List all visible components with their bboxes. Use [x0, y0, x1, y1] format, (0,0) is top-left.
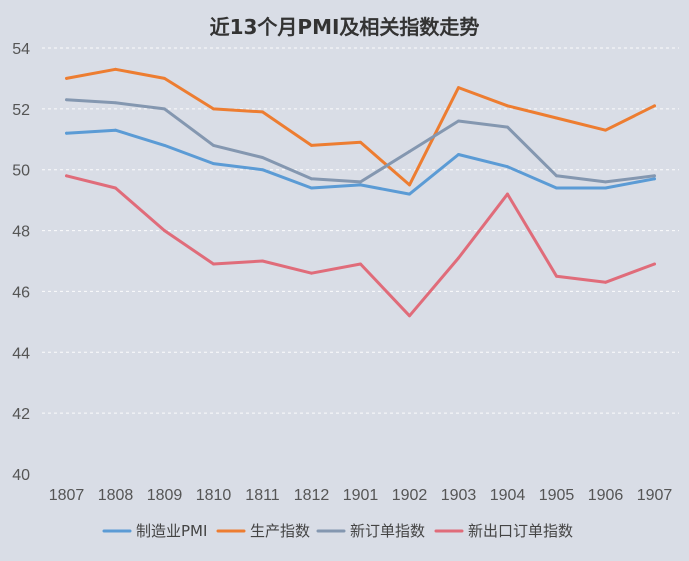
y-axis-ticks: 40 42 44 46 48 50 52 54	[12, 41, 30, 484]
y-tick-label: 44	[12, 345, 30, 362]
series-line	[65, 67, 656, 187]
data-point	[457, 86, 460, 89]
data-point	[310, 271, 313, 275]
x-tick-label: 1905	[539, 487, 575, 504]
data-point	[457, 256, 460, 260]
data-point	[261, 259, 264, 263]
y-tick-label: 54	[12, 41, 30, 58]
x-tick-label: 1812	[294, 487, 330, 504]
legend-item[interactable]: 生产指数	[216, 522, 310, 540]
x-tick-label: 1901	[343, 487, 379, 504]
data-point	[163, 107, 166, 111]
series-2	[65, 67, 656, 187]
data-point	[310, 177, 313, 181]
series-4	[65, 174, 656, 318]
series-layer	[65, 67, 656, 318]
data-point	[604, 186, 607, 190]
x-tick-label: 1809	[147, 487, 183, 504]
data-point	[359, 140, 362, 144]
data-point	[212, 162, 215, 166]
data-point	[555, 186, 558, 190]
data-point	[653, 177, 656, 181]
legend-item[interactable]: 新订单指数	[316, 522, 425, 540]
data-point	[457, 153, 460, 156]
series-3	[65, 98, 656, 184]
data-point	[359, 262, 362, 266]
data-point	[604, 280, 607, 284]
legend-label: 新订单指数	[350, 522, 425, 540]
data-point	[653, 262, 656, 266]
x-tick-label: 1904	[490, 487, 526, 504]
data-point	[65, 131, 68, 135]
data-point	[212, 107, 215, 111]
data-point	[408, 314, 411, 318]
y-tick-label: 42	[12, 406, 30, 423]
data-point	[114, 67, 117, 71]
data-point	[310, 186, 313, 190]
data-point	[359, 183, 362, 187]
data-point	[163, 229, 166, 232]
y-tick-label: 48	[12, 224, 30, 241]
data-point	[653, 104, 656, 108]
data-point	[506, 104, 509, 108]
data-point	[163, 143, 166, 147]
legend-label: 新出口订单指数	[468, 522, 573, 540]
data-point	[604, 128, 607, 132]
x-tick-label: 1907	[637, 487, 673, 504]
data-point	[212, 143, 215, 147]
data-point	[457, 119, 460, 123]
x-tick-label: 1902	[392, 487, 428, 504]
data-point	[506, 165, 509, 169]
data-point	[114, 101, 117, 105]
data-point	[653, 174, 656, 178]
legend: 制造业PMI 生产指数 新订单指数 新出口订单指数	[102, 522, 573, 540]
legend-item[interactable]: 制造业PMI	[102, 522, 207, 540]
series-1	[65, 128, 656, 196]
chart-title: 近13个月PMI及相关指数走势	[210, 15, 480, 39]
data-point	[506, 192, 509, 196]
data-point	[310, 143, 313, 147]
data-point	[212, 262, 215, 266]
data-point	[65, 174, 68, 178]
data-point	[408, 150, 411, 153]
y-tick-label: 50	[12, 163, 30, 180]
data-point	[261, 156, 264, 159]
data-point	[555, 174, 558, 178]
x-tick-label: 1810	[196, 487, 232, 504]
x-tick-label: 1906	[588, 487, 624, 504]
data-point	[408, 192, 411, 196]
y-tick-label: 40	[12, 467, 30, 484]
data-point	[408, 183, 411, 187]
data-point	[65, 77, 68, 80]
x-tick-label: 1807	[49, 487, 85, 504]
y-tick-label: 52	[12, 102, 30, 119]
y-tick-label: 46	[12, 284, 30, 301]
data-point	[261, 110, 264, 114]
x-axis-ticks: 1807 1808 1809 1810 1811 1812 1901 1902 1903 1904…	[49, 487, 673, 504]
data-point	[359, 180, 362, 184]
data-point	[114, 186, 117, 190]
x-tick-label: 1811	[245, 487, 280, 504]
data-point	[65, 98, 68, 102]
data-point	[555, 274, 558, 278]
data-point	[163, 77, 166, 80]
data-point	[555, 116, 558, 120]
x-tick-label: 1808	[98, 487, 134, 504]
legend-label: 制造业PMI	[136, 522, 207, 540]
grid-layer	[42, 47, 679, 414]
legend-item[interactable]: 新出口订单指数	[434, 522, 573, 540]
data-point	[261, 168, 264, 172]
data-point	[604, 180, 607, 184]
data-point	[114, 128, 117, 132]
data-point	[506, 125, 509, 129]
series-line	[65, 174, 656, 318]
legend-label: 生产指数	[250, 522, 310, 540]
x-tick-label: 1903	[441, 487, 477, 504]
